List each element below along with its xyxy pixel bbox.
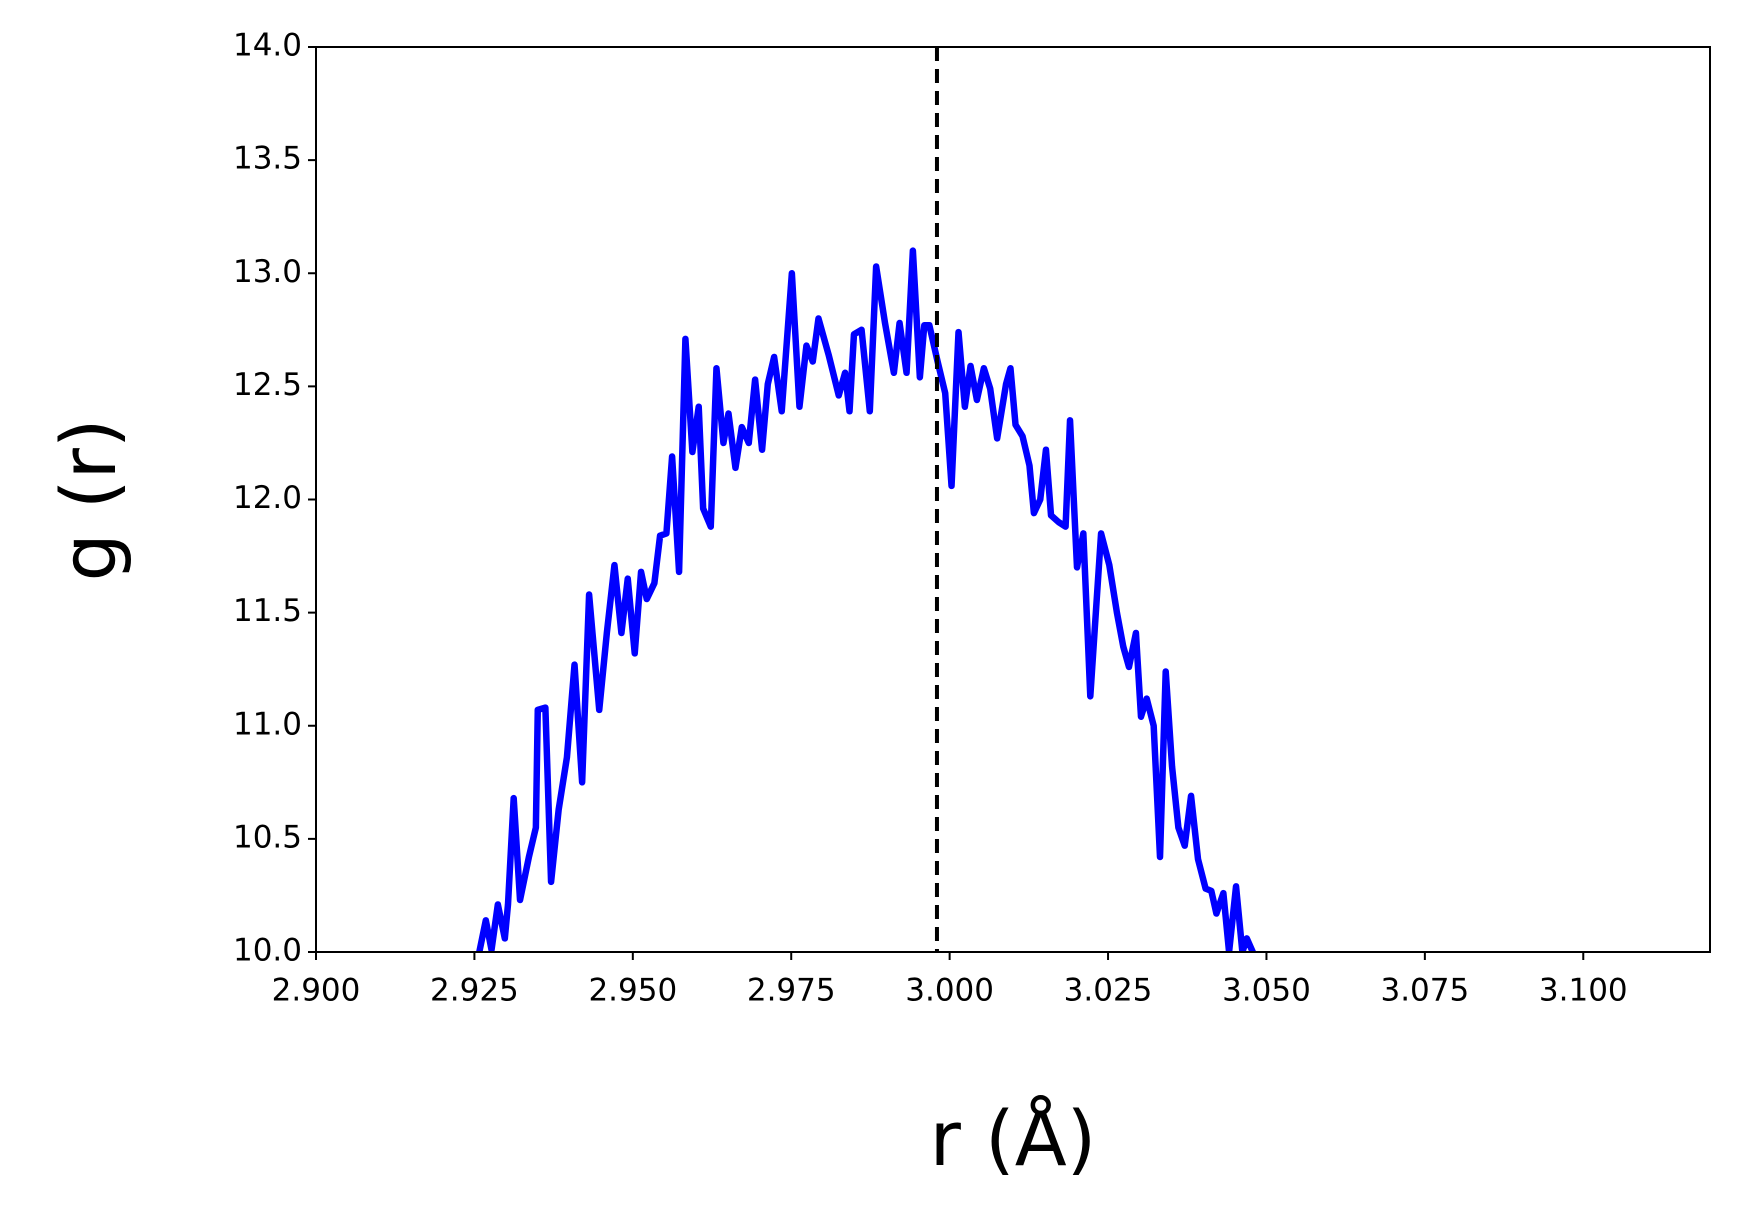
x-tick-label: 3.025 xyxy=(1064,973,1153,1009)
x-tick-label: 3.050 xyxy=(1222,973,1311,1009)
y-tick-label: 10.5 xyxy=(233,819,302,855)
x-axis-label: r (Å) xyxy=(930,1094,1097,1183)
y-tick-label: 13.5 xyxy=(233,141,302,177)
y-tick-label: 14.0 xyxy=(233,28,302,64)
y-tick-label: 12.5 xyxy=(233,367,302,403)
x-tick-label: 3.075 xyxy=(1380,973,1469,1009)
y-tick-label: 10.0 xyxy=(233,933,302,969)
x-tick-label: 2.975 xyxy=(747,973,836,1009)
x-tick-label: 3.100 xyxy=(1539,973,1628,1009)
y-tick-label: 11.0 xyxy=(233,706,302,742)
x-tick-label: 2.950 xyxy=(588,973,677,1009)
y-axis-label: g (r) xyxy=(44,419,133,582)
x-tick-label: 2.900 xyxy=(272,973,361,1009)
data-line xyxy=(475,247,1257,952)
y-tick-label: 13.0 xyxy=(233,254,302,290)
x-tick-label: 3.000 xyxy=(905,973,994,1009)
y-tick-label: 12.0 xyxy=(233,480,302,516)
y-tick-label: 11.5 xyxy=(233,593,302,629)
x-tick-label: 2.925 xyxy=(430,973,519,1009)
plot-frame xyxy=(315,46,1711,953)
